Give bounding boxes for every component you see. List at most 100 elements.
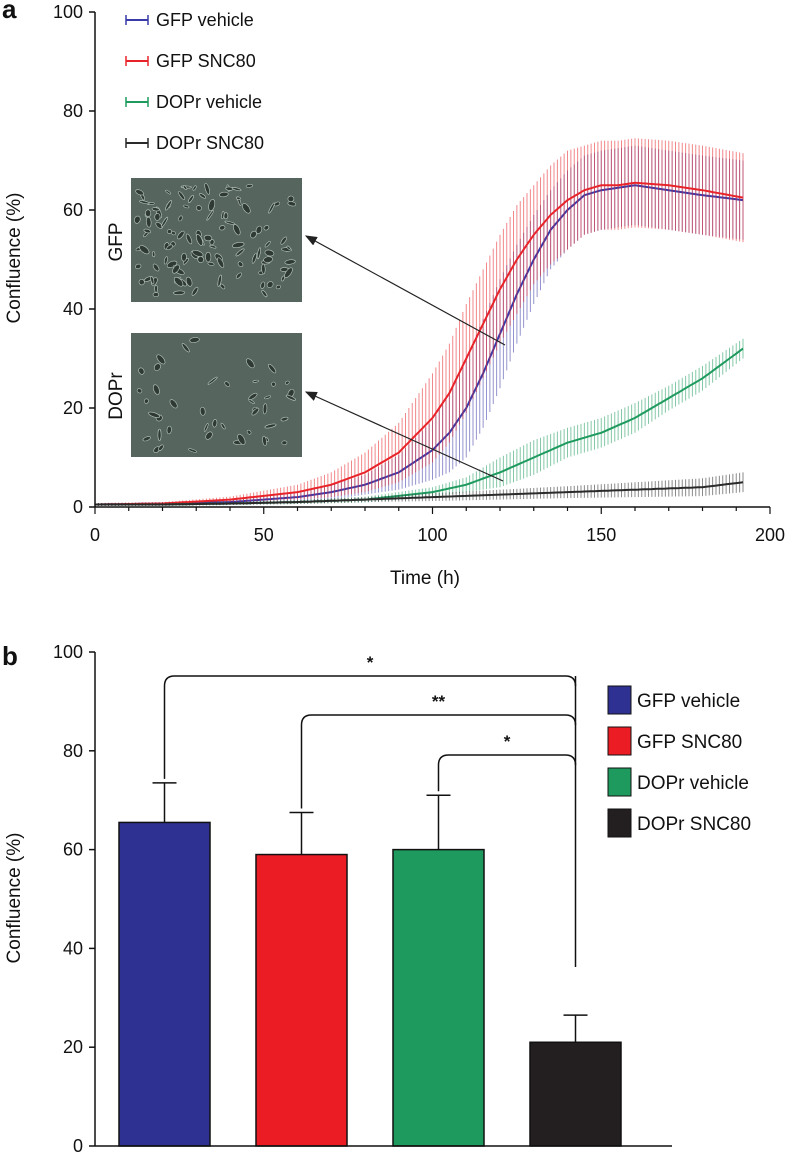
cell [217,274,222,287]
y-tick-label: 80 [63,101,83,121]
cell [165,189,171,195]
cell [248,392,258,400]
cell [136,388,143,394]
legend-swatch [607,685,632,715]
bar-dopr-snc80 [529,1041,622,1147]
y-tick-label: 60 [63,200,83,220]
cell [224,381,230,387]
cell [151,207,160,212]
cell [169,399,178,409]
cell [148,411,161,418]
x-tick-label: 100 [417,525,447,545]
legend-label: DOPr SNC80 [156,133,264,153]
legend-label: GFP SNC80 [156,51,256,71]
cell [143,398,149,404]
cell [209,239,215,246]
bar-gfp-snc80 [255,853,348,1147]
cell [156,354,166,365]
cell [261,290,268,298]
significance-bracket [300,714,577,809]
cell [185,233,193,245]
cell [188,448,197,453]
cell [206,210,214,221]
cell [242,203,251,214]
cell [212,419,218,428]
dopr-micrograph [131,333,302,457]
cell [195,234,204,246]
significance-label: * [367,653,374,672]
cell [183,204,190,209]
cell [152,263,160,272]
axes-b: 0 20 40 60 80 100 [53,642,672,1156]
legend-a: GFP vehicle GFP SNC80 DOPr vehicle DOPr SNC… [125,10,264,153]
cell [237,433,246,445]
gfp-arrow [304,235,506,346]
cell [166,425,172,435]
cell [223,212,229,220]
cell [260,281,266,289]
legend-label: DOPr SNC80 [637,814,751,835]
cell [237,261,244,267]
cell [245,184,254,188]
cell [154,284,158,293]
y-tick-label: 20 [63,398,83,418]
dopr-cells [136,337,296,454]
cell [181,343,190,353]
line-chart: GFP DOPr 0 20 40 60 80 100 0 50 100 150 200 Conflu… [4,2,785,589]
legend-label: DOPr vehicle [156,92,262,112]
cell [287,195,295,203]
cell [192,185,197,191]
cell [207,376,218,385]
inset-gfp: GFP [106,178,302,302]
y-tick-label: 40 [63,938,83,958]
cell [263,225,270,231]
inset-gfp-label: GFP [106,222,127,261]
cell [153,363,161,371]
bar-dopr-vehicle [392,848,485,1147]
gfp-micrograph [131,178,302,302]
cell [285,380,290,385]
bar-gfp-vehicle [118,821,211,1147]
cell [177,230,185,240]
cell [287,201,297,207]
legend-swatch [607,726,632,756]
cell [261,263,266,275]
x-tick-label: 150 [586,525,616,545]
cell [268,202,275,214]
cell [191,286,199,296]
cell [250,230,257,239]
cell [252,379,259,383]
cell [246,429,252,435]
cell [154,213,161,221]
cell [183,185,188,190]
cell [235,196,241,200]
cell [151,251,156,257]
cell [235,248,245,257]
legend-label: GFP vehicle [637,691,740,712]
inset-dopr: DOPr [106,333,302,457]
cell [256,247,261,260]
cell [178,191,186,200]
cell [173,276,184,287]
legend-label: DOPr vehicle [637,773,749,794]
cell [158,444,164,451]
series-gfp-snc80 [94,138,744,507]
cell [155,221,163,229]
cell [235,272,242,279]
cell [280,416,289,422]
cell [139,200,150,205]
x-tick-label: 200 [755,525,785,545]
bar-group [118,782,622,1147]
y-tick-label: 100 [53,642,83,662]
cell [178,215,183,222]
cell [205,431,213,440]
cell [286,245,291,250]
series-dopr-snc80 [94,472,744,507]
cell [197,256,205,263]
cell [217,257,225,268]
legend-b: GFP vehicle GFP SNC80 DOPr vehicle DOPr SNC… [607,685,751,838]
y-tick-label: 0 [73,1136,83,1156]
cell [231,241,245,249]
cell [181,252,187,262]
